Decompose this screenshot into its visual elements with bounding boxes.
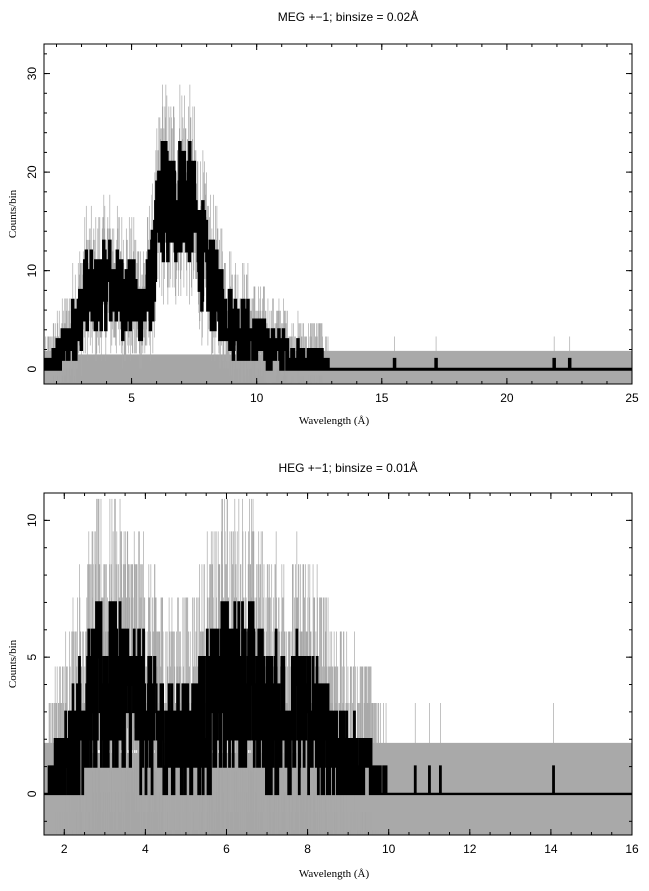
x-tick-label: 6 <box>223 842 230 856</box>
counts-histogram <box>44 601 632 796</box>
y-tick-label: 0 <box>25 366 39 373</box>
x-axis-label: Wavelength (Å) <box>299 415 370 427</box>
y-tick-label: 5 <box>25 654 39 661</box>
plot-frame <box>43 43 633 385</box>
y-tick-label: 10 <box>25 264 39 278</box>
chart-panel-2: 2 4 6 8 10 12 14 16 0 5 10 HEG +−1; binsize = 0.01Å… <box>7 460 639 880</box>
x-tick-label: 14 <box>544 842 558 856</box>
plot-frame <box>43 492 633 836</box>
y-tick-label: 30 <box>25 67 39 81</box>
counts-histogram <box>44 141 632 371</box>
x-tick-label: 10 <box>250 391 264 405</box>
y-axis-label: Counts/bin <box>7 639 19 688</box>
x-tick-label: 8 <box>304 842 311 856</box>
x-tick-label: 12 <box>463 842 477 856</box>
x-tick-label: 16 <box>625 842 639 856</box>
x-tick-label: 5 <box>128 391 135 405</box>
x-tick-label: 10 <box>382 842 396 856</box>
chart-panel-1: 5 10 15 20 25 0 10 20 30 MEG +−1; binsize = 0.02Å… <box>7 9 639 427</box>
plot-area <box>44 84 632 384</box>
plot-area <box>44 498 632 835</box>
y-tick-label: 0 <box>25 790 39 797</box>
y-axis-label: Counts/bin <box>7 189 19 238</box>
x-axis-label: Wavelength (Å) <box>299 868 370 880</box>
x-tick-label: 2 <box>61 842 68 856</box>
x-tick-label: 4 <box>142 842 149 856</box>
x-tick-label: 15 <box>375 391 389 405</box>
x-tick-label: 25 <box>625 391 639 405</box>
x-tick-label: 20 <box>500 391 514 405</box>
chart-title: MEG +−1; binsize = 0.02Å <box>278 9 418 24</box>
y-tick-label: 10 <box>25 513 39 527</box>
chart-title: HEG +−1; binsize = 0.01Å <box>278 460 417 475</box>
y-tick-label: 20 <box>25 165 39 179</box>
error-bars <box>44 84 632 384</box>
